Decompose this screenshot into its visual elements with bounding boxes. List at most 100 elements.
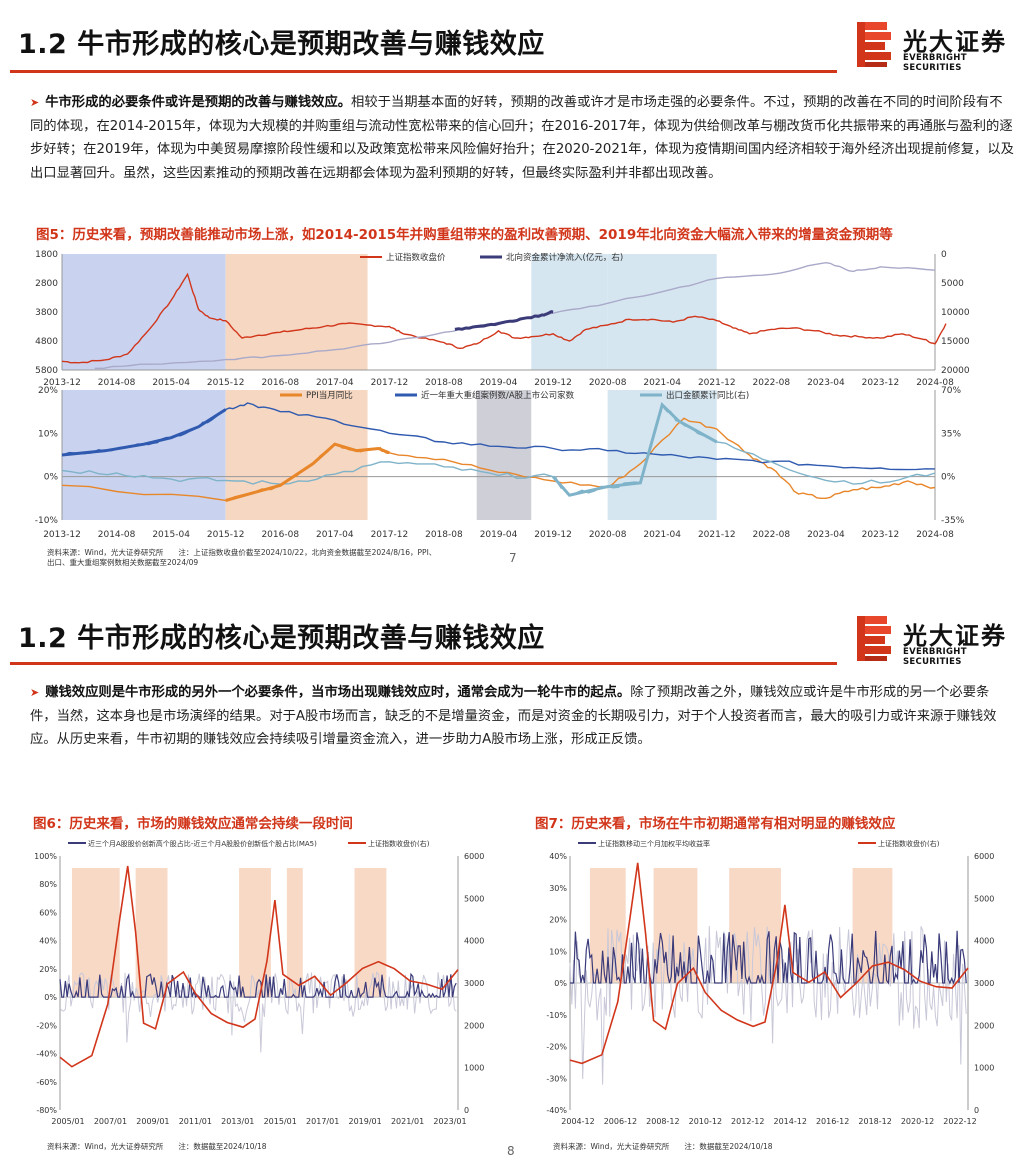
index-return-series — [570, 930, 967, 986]
x-tick-label: 2017-04 — [316, 530, 354, 540]
shaded-period — [225, 254, 368, 370]
y-right-tick-label: 5000 — [941, 279, 964, 289]
x-tick-label: 2014-08 — [98, 530, 136, 540]
y-left-tick-label: -60% — [36, 1078, 57, 1087]
y-right-tick-label: 3000 — [464, 979, 484, 988]
x-tick-label: 2023/01 — [433, 1117, 466, 1126]
source-line-1: 资料来源：Wind，光大证券研究所 注：上证指数收盘价截至2024/10/22，… — [47, 548, 437, 557]
shaded-period — [531, 254, 608, 370]
y-right-tick-label: 1000 — [974, 1064, 994, 1073]
legend-label: 上证指数收盘价(右) — [368, 839, 430, 848]
y-right-tick-label: 2000 — [464, 1021, 484, 1030]
x-tick-label: 2014-08 — [98, 378, 136, 388]
slide-page-7: 1.2 牛市形成的核心是预期改善与赚钱效应 光大证券 EVERBRIGHT SE… — [0, 0, 1024, 585]
y-left-tick-label: -40% — [546, 1106, 567, 1115]
x-tick-label: 2017-04 — [316, 378, 354, 388]
y-right-tick-label: 20000 — [941, 366, 970, 376]
y-right-tick-label: 10000 — [941, 308, 970, 318]
shaded-period — [135, 868, 168, 998]
shaded-period — [62, 254, 226, 370]
x-tick-label: 2020-12 — [901, 1117, 934, 1126]
logo-text-cn: 光大证券 — [903, 622, 1007, 650]
x-tick-label: 2022-08 — [753, 378, 791, 388]
page-number: 7 — [509, 551, 517, 565]
figure-6-source: 资料来源：Wind，光大证券研究所 注：数据截至2024/10/18 — [47, 1142, 267, 1151]
figure-6-title: 图6：历史来看，市场的赚钱效应通常会持续一段时间 — [33, 816, 353, 832]
everbright-logo: 光大证券 EVERBRIGHT SECURITIES — [855, 20, 1024, 73]
y-left-tick-label: 20% — [38, 386, 58, 396]
x-tick-label: 2023-12 — [862, 530, 900, 540]
x-tick-label: 2015-04 — [152, 378, 190, 388]
y-left-tick-label: 80% — [39, 880, 57, 889]
index-price-series — [59, 865, 459, 1068]
x-tick-label: 2019-12 — [534, 378, 572, 388]
y-right-tick-label: 35% — [941, 429, 961, 439]
x-tick-label: 2013-12 — [43, 378, 81, 388]
x-tick-label: 2019-04 — [480, 378, 518, 388]
y-left-tick-label: 100% — [34, 852, 57, 861]
y-left-tick-label: -10% — [546, 1011, 567, 1020]
para-text: 除了预期改善之外，赚钱效应或许是牛市形成的另一个必要条件，当然，这本身也是市场演… — [30, 685, 997, 747]
x-tick-label: 2018-12 — [858, 1117, 891, 1126]
index-price-series — [569, 862, 969, 1065]
x-tick-label: 2022-08 — [753, 530, 791, 540]
body-paragraph: ➤ 赚钱效应则是牛市形成的另外一个必要条件，当市场出现赚钱效应时，通常会成为一轮牛… — [30, 681, 1015, 752]
figure-7-source: 资料来源：Wind，光大证券研究所 注：数据截至2024/10/18 — [553, 1142, 773, 1151]
figure-5-top-chart: 1800 2800 3800 4800 5800 0 5000 10000 15000 20000… — [35, 250, 970, 388]
x-tick-label: 2015/01 — [264, 1117, 297, 1126]
legend-label: 出口金额累计同比(右) — [666, 390, 749, 401]
y-left-tick-label: 40% — [39, 937, 57, 946]
x-tick-label: 2017/01 — [306, 1117, 339, 1126]
index-return-series — [59, 972, 457, 999]
y-left-tick-label: -10% — [35, 516, 59, 526]
bullet-arrow-icon: ➤ — [30, 686, 40, 699]
x-tick-label: 2007/01 — [94, 1117, 127, 1126]
x-tick-label: 2024-08 — [916, 530, 954, 540]
x-tick-label: 2004-12 — [561, 1117, 594, 1126]
x-tick-label: 2015-12 — [207, 378, 245, 388]
logo-text-en: EVERBRIGHT SECURITIES — [903, 53, 967, 73]
x-tick-label: 2018-08 — [425, 530, 463, 540]
x-tick-label: 2016-08 — [261, 530, 299, 540]
figure-5-title: 图5：历史来看，预期改善能推动市场上涨，如2014-2015年并购重组带来的盈利… — [36, 227, 893, 243]
x-tick-label: 2013/01 — [221, 1117, 254, 1126]
title-rule — [10, 70, 837, 73]
shaded-period — [62, 390, 226, 520]
para-bold-lead: 赚钱效应则是牛市形成的另外一个必要条件，当市场出现赚钱效应时，通常会成为一轮牛市… — [45, 685, 631, 700]
x-tick-label: 2023-12 — [862, 378, 900, 388]
y-left-tick-label: 0% — [44, 993, 57, 1002]
x-tick-label: 2019/01 — [348, 1117, 381, 1126]
figure-7-chart: 40% 30% 20% 10% 0% -10% -20% -30% -40% 6000 5000 40… — [546, 839, 994, 1126]
shaded-period — [286, 868, 303, 998]
page-number: 8 — [507, 1144, 515, 1158]
x-tick-label: 2014-12 — [774, 1117, 807, 1126]
y-left-tick-label: 10% — [38, 429, 58, 439]
logo-text-en: EVERBRIGHT SECURITIES — [903, 647, 967, 667]
series-line — [61, 272, 947, 364]
y-right-tick-label: 3000 — [974, 979, 994, 988]
para-text: 相较于当期基本面的好转，预期的改善或许才是市场走强的必要条件。不过，预期的改善在… — [30, 95, 1014, 181]
x-tick-label: 2012-12 — [731, 1117, 764, 1126]
y-right-tick-label: 0 — [464, 1106, 469, 1115]
y-left-tick-label: -30% — [546, 1074, 567, 1083]
x-tick-label: 2023-04 — [807, 530, 845, 540]
x-tick-label: 2019-04 — [480, 530, 518, 540]
y-right-tick-label: 5000 — [464, 894, 484, 903]
x-tick-label: 2021-04 — [643, 378, 681, 388]
x-tick-label: 2022-12 — [943, 1117, 976, 1126]
y-left-tick-label: 4800 — [35, 337, 58, 347]
figure-6-chart: 100% 80% 60% 40% 20% 0% -20% -40% -60% -80% 6000 50… — [34, 839, 484, 1126]
y-right-tick-label: 1000 — [464, 1064, 484, 1073]
x-tick-label: 2005/01 — [51, 1117, 84, 1126]
shaded-period — [354, 868, 387, 998]
y-left-tick-label: 40% — [549, 852, 567, 861]
x-tick-label: 2021-12 — [698, 530, 736, 540]
y-left-tick-label: 1800 — [35, 250, 58, 260]
x-tick-label: 2017-12 — [371, 530, 409, 540]
x-tick-label: 2006-12 — [604, 1117, 637, 1126]
y-right-tick-label: -35% — [941, 516, 965, 526]
y-right-tick-label: 5000 — [974, 894, 994, 903]
y-left-tick-label: 3800 — [35, 308, 58, 318]
x-tick-label: 2024-08 — [916, 378, 954, 388]
gray-noise-series — [59, 971, 457, 1053]
